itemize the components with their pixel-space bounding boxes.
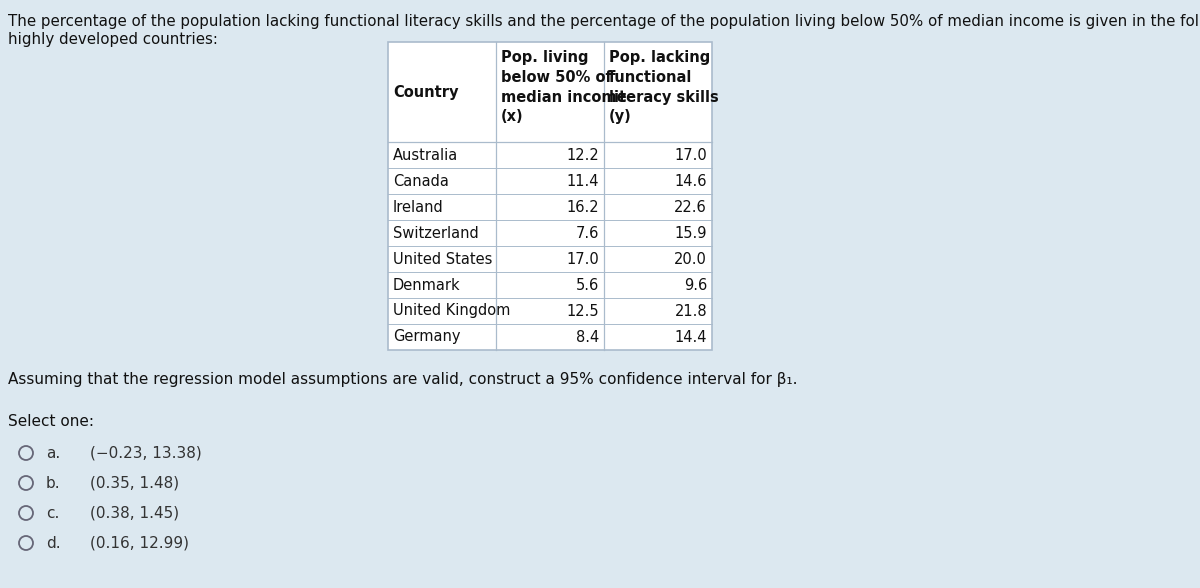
Text: b.: b. [46,476,61,490]
Text: Select one:: Select one: [8,414,94,429]
Text: 12.5: 12.5 [566,303,599,319]
Text: 12.2: 12.2 [566,148,599,162]
Text: 21.8: 21.8 [674,303,707,319]
Text: Country: Country [394,85,458,99]
Text: United Kingdom: United Kingdom [394,303,510,319]
Text: Germany: Germany [394,329,461,345]
Text: Pop. lacking
functional
literacy skills
(y): Pop. lacking functional literacy skills … [610,50,719,125]
Text: United States: United States [394,252,492,266]
Text: Canada: Canada [394,173,449,189]
Text: 17.0: 17.0 [674,148,707,162]
Text: c.: c. [46,506,59,520]
Text: Denmark: Denmark [394,278,461,292]
Circle shape [19,506,34,520]
Text: 22.6: 22.6 [674,199,707,215]
Text: 14.4: 14.4 [674,329,707,345]
Circle shape [19,476,34,490]
Text: d.: d. [46,536,61,550]
Text: Assuming that the regression model assumptions are valid, construct a 95% confid: Assuming that the regression model assum… [8,372,798,387]
Text: 15.9: 15.9 [674,226,707,240]
Text: 17.0: 17.0 [566,252,599,266]
Text: 16.2: 16.2 [566,199,599,215]
Text: (0.35, 1.48): (0.35, 1.48) [90,476,179,490]
Text: 11.4: 11.4 [566,173,599,189]
Text: 5.6: 5.6 [576,278,599,292]
Text: 8.4: 8.4 [576,329,599,345]
Bar [388,42,712,350]
Text: Ireland: Ireland [394,199,444,215]
Circle shape [19,446,34,460]
Text: highly developed countries:: highly developed countries: [8,32,218,47]
Text: The percentage of the population lacking functional literacy skills and the perc: The percentage of the population lacking… [8,14,1200,29]
Text: (0.16, 12.99): (0.16, 12.99) [90,536,190,550]
Text: (0.38, 1.45): (0.38, 1.45) [90,506,179,520]
Text: Pop. living
below 50% of
median income
(x): Pop. living below 50% of median income (… [502,50,626,125]
Text: Australia: Australia [394,148,458,162]
Text: 14.6: 14.6 [674,173,707,189]
Text: (−0.23, 13.38): (−0.23, 13.38) [90,446,202,460]
Text: Switzerland: Switzerland [394,226,479,240]
Text: 9.6: 9.6 [684,278,707,292]
Text: a.: a. [46,446,60,460]
Text: 20.0: 20.0 [674,252,707,266]
Circle shape [19,536,34,550]
Text: 7.6: 7.6 [576,226,599,240]
